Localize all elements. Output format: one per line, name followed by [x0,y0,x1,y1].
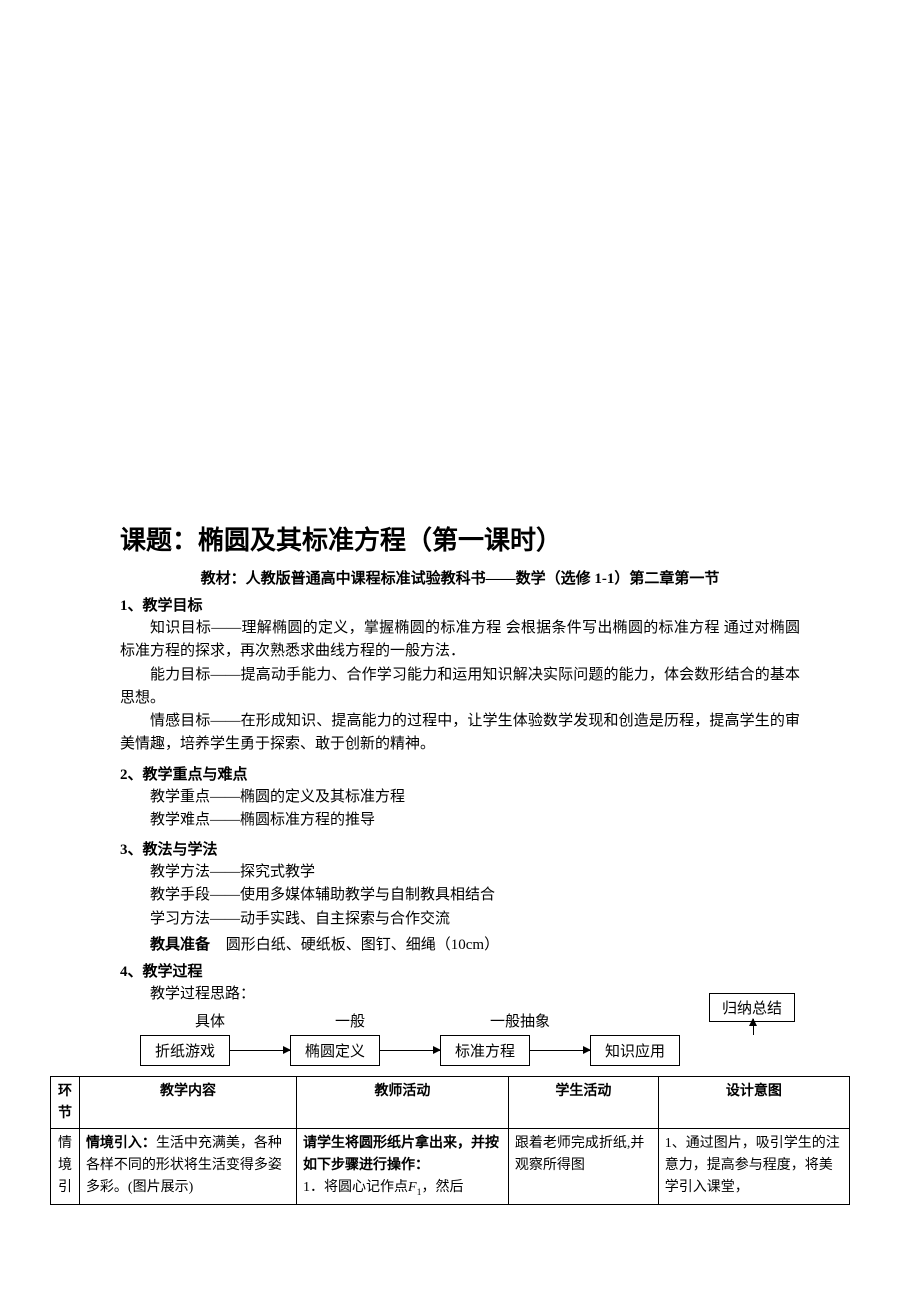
th-teacher: 教师活动 [297,1077,509,1129]
th-content: 教学内容 [79,1077,296,1129]
cell-teacher-item1-pre: 1．将圆心记作点 [303,1180,408,1195]
th-student: 学生活动 [508,1077,658,1129]
flow-label-1: 一般 [270,1010,430,1031]
flow-box-3: 知识应用 [590,1035,680,1066]
section-2-head: 2、教学重点与难点 [120,763,800,784]
page-title: 课题：椭圆及其标准方程（第一课时） [120,520,800,557]
s4-p1: 教学过程思路： [120,983,800,1006]
math-var-F: F [408,1180,417,1195]
cell-teacher: 请学生将圆形纸片拿出来，并按如下步骤进行操作： 1．将圆心记作点F1，然后 [297,1129,509,1204]
tools-items: 圆形白纸、硬纸板、图钉、细绳（10cm） [226,937,499,953]
cell-content-lead: 情境引入： [86,1136,156,1151]
th-stage: 环节 [51,1077,80,1129]
cell-design: 1、通过图片，吸引学生的注意力，提高参与程度，将美学引入课堂， [658,1129,849,1204]
subtitle: 教材：人教版普通高中课程标准试验教科书——数学（选修 1-1）第二章第一节 [120,567,800,588]
flow-label-2: 一般抽象 [430,1010,610,1031]
s3-p3: 学习方法——动手实践、自主探索与合作交流 [120,908,800,931]
s1-p2: 能力目标——提高动手能力、合作学习能力和运用知识解决实际问题的能力，体会数形结合… [120,664,800,711]
flow-box-0: 折纸游戏 [140,1035,230,1066]
arrow-right-icon [530,1050,590,1051]
s2-p2: 教学难点——椭圆标准方程的推导 [120,809,800,832]
cell-teacher-lead: 请学生将圆形纸片拿出来，并按如下步骤进行操作： [303,1136,499,1173]
arrow-right-icon [380,1050,440,1051]
flow-labels-row: 具体 一般 一般抽象 [150,1010,800,1031]
flow-box-2: 标准方程 [440,1035,530,1066]
s2-p1: 教学重点——椭圆的定义及其标准方程 [120,786,800,809]
cell-stage: 情境引 [51,1129,80,1204]
s1-p3: 情感目标——在形成知识、提高能力的过程中，让学生体验数学发现和创造是历程，提高学… [120,710,800,757]
th-design: 设计意图 [658,1077,849,1129]
flow-box-1: 椭圆定义 [290,1035,380,1066]
s3-p1: 教学方法——探究式教学 [120,861,800,884]
s1-p1: 知识目标——理解椭圆的定义，掌握椭圆的标准方程 会根据条件写出椭圆的标准方程 通… [120,617,800,664]
cell-student: 跟着老师完成折纸,并观察所得图 [508,1129,658,1204]
cell-content: 情境引入：生活中充满美，各种各样不同的形状将生活变得多姿多彩。(图片展示) [79,1129,296,1204]
table-row: 情境引 情境引入：生活中充满美，各种各样不同的形状将生活变得多姿多彩。(图片展示… [51,1129,850,1204]
arrow-right-icon [230,1050,290,1051]
tools-line: 教具准备 圆形白纸、硬纸板、图钉、细绳（10cm） [120,933,800,954]
flowchart: 归纳总结 折纸游戏 椭圆定义 标准方程 知识应用 [140,1035,800,1066]
cell-teacher-item1-post: ，然后 [421,1180,463,1195]
flow-label-0: 具体 [150,1010,270,1031]
section-4-head: 4、教学过程 [120,960,800,981]
table-header-row: 环节 教学内容 教师活动 学生活动 设计意图 [51,1077,850,1129]
tools-label: 教具准备 [150,937,210,953]
procedure-table: 环节 教学内容 教师活动 学生活动 设计意图 情境引 情境引入：生活中充满美，各… [50,1076,850,1205]
s3-p2: 教学手段——使用多媒体辅助教学与自制教具相结合 [120,884,800,907]
arrow-up-icon [753,1019,754,1035]
section-1-head: 1、教学目标 [120,594,800,615]
section-3-head: 3、教法与学法 [120,838,800,859]
